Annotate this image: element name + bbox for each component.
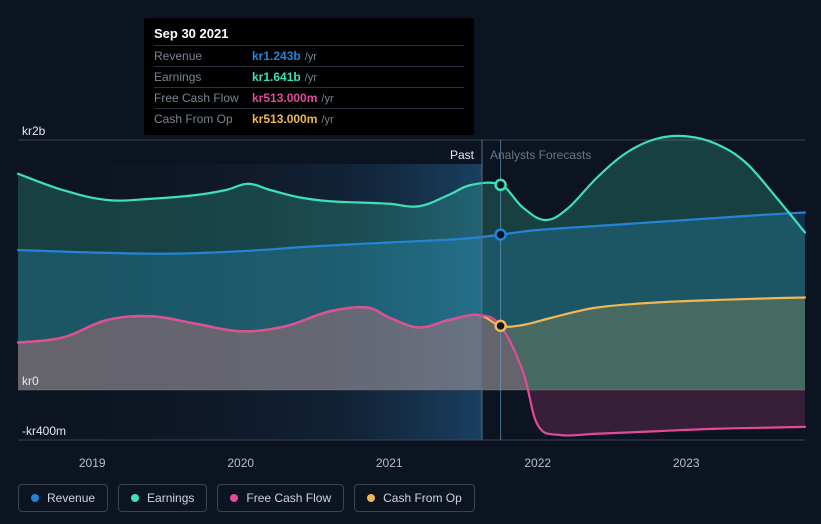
marker-earnings <box>496 180 506 190</box>
tooltip-row-label: Earnings <box>154 70 252 84</box>
past-section-label: Past <box>450 148 474 162</box>
legend-item-cfo[interactable]: Cash From Op <box>354 484 475 512</box>
y-axis-label: kr0 <box>22 374 39 388</box>
legend-label: Revenue <box>47 491 95 505</box>
chart-legend: Revenue Earnings Free Cash Flow Cash From O… <box>18 484 475 512</box>
y-axis-label: kr2b <box>22 124 45 138</box>
legend-item-fcf[interactable]: Free Cash Flow <box>217 484 344 512</box>
tooltip-row-value: kr1.243b <box>252 49 301 63</box>
x-axis-label: 2019 <box>79 456 106 470</box>
x-axis-label: 2023 <box>673 456 700 470</box>
tooltip-row-label: Revenue <box>154 49 252 63</box>
tooltip-row-unit: /yr <box>321 114 333 126</box>
tooltip-row: Revenuekr1.243b/yr <box>154 45 464 66</box>
tooltip-date: Sep 30 2021 <box>154 26 464 45</box>
legend-item-earnings[interactable]: Earnings <box>118 484 207 512</box>
tooltip-row: Free Cash Flowkr513.000m/yr <box>154 87 464 108</box>
legend-label: Earnings <box>147 491 194 505</box>
tooltip-row-label: Free Cash Flow <box>154 91 252 105</box>
legend-label: Free Cash Flow <box>246 491 331 505</box>
tooltip-row: Cash From Opkr513.000m/yr <box>154 108 464 129</box>
legend-dot-icon <box>230 494 238 502</box>
legend-label: Cash From Op <box>383 491 462 505</box>
tooltip-row-value: kr513.000m <box>252 112 317 126</box>
tooltip-row-label: Cash From Op <box>154 112 252 126</box>
legend-dot-icon <box>367 494 375 502</box>
tooltip-row-unit: /yr <box>305 51 317 63</box>
y-axis-label: -kr400m <box>22 424 66 438</box>
legend-item-revenue[interactable]: Revenue <box>18 484 108 512</box>
forecast-section-label: Analysts Forecasts <box>490 148 591 162</box>
marker-revenue <box>496 230 506 240</box>
tooltip-row-value: kr513.000m <box>252 91 317 105</box>
tooltip-row-unit: /yr <box>321 93 333 105</box>
x-axis-label: 2022 <box>524 456 551 470</box>
tooltip-row: Earningskr1.641b/yr <box>154 66 464 87</box>
tooltip-row-value: kr1.641b <box>252 70 301 84</box>
marker-cfo <box>496 321 506 331</box>
hover-tooltip: Sep 30 2021 Revenuekr1.243b/yrEarningskr… <box>144 18 474 135</box>
x-axis-label: 2020 <box>227 456 254 470</box>
tooltip-row-unit: /yr <box>305 72 317 84</box>
x-axis-label: 2021 <box>376 456 403 470</box>
legend-dot-icon <box>31 494 39 502</box>
legend-dot-icon <box>131 494 139 502</box>
